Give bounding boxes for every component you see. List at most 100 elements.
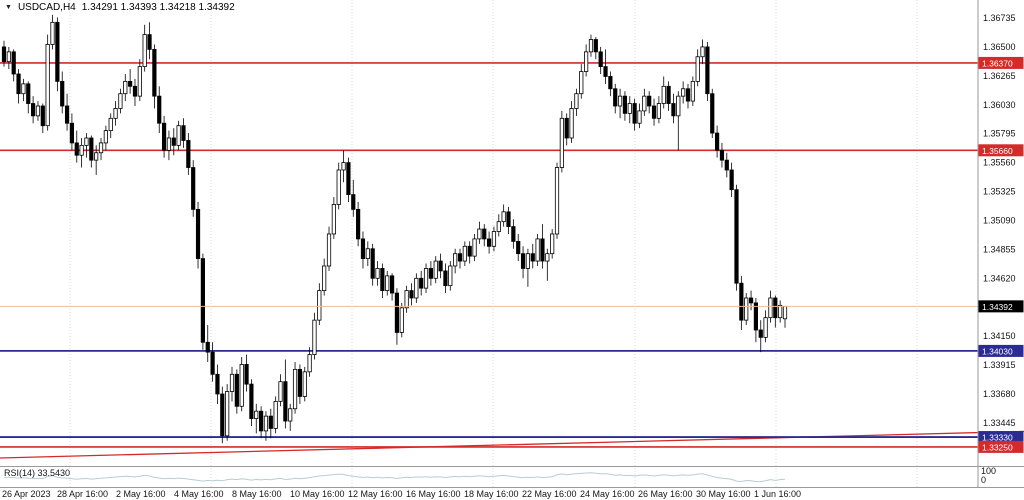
candle-body-down — [128, 80, 133, 87]
candle-body-down — [734, 189, 739, 284]
candle-body-down — [268, 415, 273, 429]
candle-body-up — [695, 56, 700, 82]
candle-body-up — [559, 117, 564, 168]
price-tick-label: 1.36265 — [983, 71, 1016, 81]
candle-body-down — [356, 208, 361, 240]
candle-body-up — [554, 167, 560, 235]
candle-body-up — [414, 277, 419, 299]
candle-body-down — [647, 95, 652, 107]
candle-body-down — [157, 95, 162, 124]
candle-body-up — [35, 105, 41, 117]
candle-body-up — [307, 354, 312, 373]
candle-body-down — [210, 351, 215, 375]
candle-body-down — [540, 238, 545, 262]
candle-body-down — [530, 253, 535, 262]
candle-body-up — [365, 248, 370, 260]
candle-body-down — [506, 211, 511, 228]
candle-body-up — [404, 290, 409, 309]
candle-body-down — [380, 268, 385, 292]
price-tick-label: 1.34855 — [983, 244, 1016, 254]
candle-body-up — [239, 364, 244, 407]
price-tick-label: 1.36500 — [983, 42, 1016, 52]
candle-body-up — [385, 275, 390, 292]
candle-body-down — [394, 292, 400, 333]
candle-body-up — [288, 408, 293, 422]
candle-body-up — [778, 304, 783, 319]
level-price-badge — [978, 440, 1024, 453]
candle-body-down — [195, 208, 201, 260]
candle-body-up — [545, 253, 550, 262]
candle-body-down — [31, 103, 36, 117]
candle-body-down — [622, 95, 628, 114]
candle-body-up — [322, 265, 327, 292]
candle-body-up — [501, 211, 506, 223]
candle-body-up — [763, 317, 768, 338]
candle-body-down — [773, 297, 778, 319]
candle-body-down — [724, 159, 729, 171]
candle-body-down — [748, 297, 754, 304]
candle-body-up — [448, 265, 453, 287]
candle-body-down — [516, 240, 521, 255]
candle-body-up — [94, 152, 99, 161]
level-price-badge-label: 1.35660 — [982, 146, 1013, 156]
candle-body-down — [598, 51, 603, 68]
candle-body-down — [200, 258, 205, 343]
time-axis-label: 24 May 16:00 — [580, 489, 635, 499]
candle-body-up — [45, 44, 50, 127]
candle-body-up — [433, 260, 438, 279]
candle-body-up — [690, 80, 695, 102]
candle-body-down — [520, 253, 526, 269]
candle-body-down — [666, 85, 671, 104]
candle-body-up — [103, 130, 108, 144]
candle-body-down — [409, 290, 414, 299]
candle-body-up — [550, 233, 555, 255]
candle-body-down — [457, 253, 463, 262]
price-tick-label: 1.36030 — [983, 100, 1016, 110]
candle-body-up — [681, 88, 686, 97]
candle-body-down — [186, 140, 191, 168]
candle-body-down — [249, 383, 254, 419]
price-tick-label: 1.34150 — [983, 331, 1016, 341]
candle-body-up — [477, 228, 482, 240]
candle-body-down — [360, 238, 366, 260]
candle-body-up — [98, 142, 104, 154]
current-price-badge — [978, 300, 1024, 313]
time-axis-label: 22 May 16:00 — [522, 489, 577, 499]
candle-body-down — [651, 105, 657, 119]
time-axis-label: 10 May 16:00 — [290, 489, 345, 499]
candle-body-down — [593, 39, 598, 53]
candle-body-up — [472, 238, 477, 257]
time-axis-label: 1 Jun 16:00 — [754, 489, 801, 499]
candle-body-down — [710, 93, 715, 134]
level-price-badge-label: 1.33330 — [982, 433, 1013, 443]
candle-body-down — [370, 248, 375, 279]
candle-body-down — [69, 122, 75, 144]
price-axis[interactable]: 1.36735 1.36500 1.36265 1.36030 1.35795 1.355… — [983, 13, 1016, 428]
candle-body-down — [351, 194, 356, 210]
candle-body-down — [671, 103, 676, 117]
time-axis[interactable]: 26 Apr 2023 28 Apr 16:00 2 May 16:00 4 May … — [2, 489, 801, 499]
time-axis-label: 18 May 16:00 — [464, 489, 519, 499]
symbol-dropdown-icon[interactable]: ▼ — [5, 3, 12, 11]
candle-body-up — [525, 253, 531, 269]
level-price-badge — [978, 56, 1024, 69]
candle-body-down — [147, 34, 152, 50]
candles-layer — [1, 14, 788, 444]
trendline[interactable] — [0, 430, 1024, 459]
candle-body-down — [152, 48, 157, 97]
price-tick-label: 1.35325 — [983, 187, 1016, 197]
candle-body-down — [40, 105, 45, 127]
candle-body-up — [292, 368, 298, 410]
price-tick-label: 1.33680 — [983, 389, 1016, 399]
candle-body-down — [685, 88, 691, 102]
rsi-indicator-label: RSI(14) 33.5430 — [4, 468, 70, 478]
candle-body-up — [79, 144, 84, 156]
current-price-badge-label: 1.34392 — [982, 302, 1013, 312]
time-axis-label: 12 May 16:00 — [348, 489, 403, 499]
price-tick-label: 1.33445 — [983, 418, 1016, 428]
time-axis-label: 26 May 16:00 — [638, 489, 693, 499]
candle-body-down — [467, 245, 472, 257]
candle-body-down — [486, 238, 492, 247]
candle-body-down — [64, 105, 70, 124]
